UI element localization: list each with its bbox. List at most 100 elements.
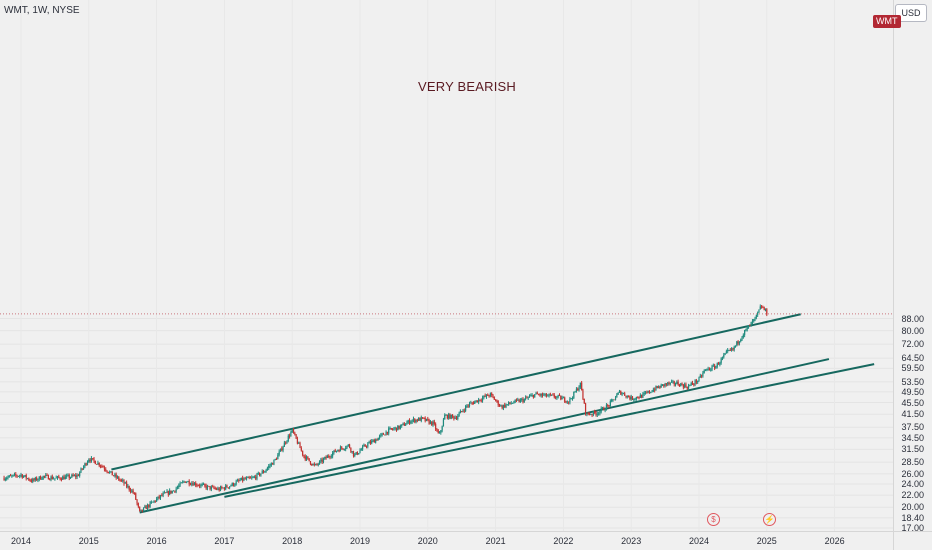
candle-body: [58, 476, 60, 478]
candle-body: [294, 432, 296, 435]
candles: [3, 304, 768, 513]
candle-body: [275, 459, 278, 461]
candle-body: [687, 385, 690, 389]
candle-body: [715, 366, 717, 369]
candle-body: [339, 447, 342, 452]
candle-body: [489, 393, 491, 397]
candle-body: [75, 475, 77, 477]
time-tick-label: 2020: [417, 536, 438, 546]
candle-body: [397, 425, 399, 431]
candle-body: [352, 451, 355, 456]
candle-body: [419, 417, 421, 421]
candle-body: [686, 386, 688, 389]
candle-body: [174, 490, 176, 492]
scale-corner: [893, 531, 932, 550]
candle-body: [481, 397, 484, 401]
candle-body: [98, 462, 100, 466]
candle-body: [598, 413, 600, 415]
candle-body: [751, 321, 754, 323]
candle-body: [245, 477, 248, 480]
candle-body: [459, 411, 461, 414]
candle-body: [513, 402, 515, 404]
candle-body: [536, 392, 538, 395]
candle-body: [73, 475, 76, 477]
candle-body: [716, 363, 718, 367]
candle-body: [286, 440, 288, 443]
candle-body: [20, 474, 22, 476]
candle-body: [123, 480, 125, 484]
candle-body: [45, 475, 47, 477]
candle-body: [300, 448, 302, 451]
candle-body: [346, 445, 348, 449]
time-tick-label: 2022: [553, 536, 574, 546]
candle-body: [596, 413, 598, 415]
candle-body: [526, 397, 528, 399]
candle-body: [124, 482, 126, 484]
currency-button[interactable]: USD: [895, 4, 927, 22]
price-chart[interactable]: [0, 0, 893, 531]
chart-pane[interactable]: WMT, 1W, NYSE VERY BEARISH $ ⚡: [0, 0, 893, 531]
price-tick-label: 49.50: [901, 386, 924, 397]
candle-body: [548, 394, 550, 396]
candle-body: [150, 501, 152, 503]
candle-body: [218, 488, 220, 491]
candle-body: [433, 421, 435, 424]
candle-body: [240, 477, 242, 481]
candle-body: [41, 478, 43, 480]
candle-body: [565, 401, 567, 403]
candle-body: [223, 487, 225, 490]
candle-body: [115, 474, 117, 478]
candle-body: [479, 399, 481, 401]
candle-body: [448, 414, 450, 419]
candle-body: [386, 431, 388, 434]
candle-body: [509, 402, 511, 404]
candle-body: [674, 384, 677, 385]
price-scale[interactable]: 88.00 80.00 72.00 64.50 59.50 53.50 49.50 45.50…: [893, 0, 932, 533]
candle-body: [217, 488, 219, 490]
price-tick-label: 24.00: [901, 479, 924, 490]
candle-body: [282, 446, 284, 451]
candle-body: [46, 475, 48, 476]
time-tick-label: 2025: [756, 536, 777, 546]
candle-body: [744, 330, 746, 335]
candle-body: [302, 450, 304, 455]
candle-body: [394, 427, 396, 429]
candle-body: [746, 327, 748, 330]
candle-body: [60, 479, 63, 480]
price-tick-label: 45.50: [901, 397, 924, 408]
candle-body: [376, 439, 378, 441]
candle-body: [127, 486, 129, 487]
candle-body: [745, 329, 747, 331]
candle-body: [754, 317, 756, 320]
candle-body: [551, 394, 553, 396]
time-scale[interactable]: 2014 2015 2016 2017 2018 2019 2020 2021 2022 2023…: [0, 531, 893, 550]
candle-body: [457, 416, 459, 419]
candle-body: [428, 419, 430, 424]
candle-body: [626, 395, 628, 398]
candle-body: [179, 482, 181, 486]
candle-body: [222, 487, 224, 489]
earnings-icon[interactable]: ⚡: [763, 513, 776, 526]
candle-body: [328, 455, 330, 457]
candle-body: [462, 410, 464, 412]
candle-body: [468, 403, 471, 406]
candle-body: [62, 476, 64, 480]
candle-body: [291, 428, 293, 433]
candle-body: [192, 483, 194, 486]
annotation-text[interactable]: VERY BEARISH: [418, 79, 517, 94]
candle-body: [471, 402, 473, 404]
candle-body: [766, 309, 768, 315]
dividend-icon[interactable]: $: [707, 513, 720, 526]
candle-body: [359, 450, 361, 454]
candle-body: [568, 401, 570, 403]
candle-body: [651, 391, 653, 393]
candle-body: [180, 482, 182, 484]
candle-body: [201, 484, 203, 486]
candle-body: [137, 503, 139, 507]
candle-body: [733, 346, 735, 350]
candle-body: [693, 384, 695, 385]
candle-body: [465, 406, 467, 411]
candle-body: [365, 446, 368, 448]
candle-body: [93, 458, 95, 461]
candle-body: [552, 394, 554, 396]
